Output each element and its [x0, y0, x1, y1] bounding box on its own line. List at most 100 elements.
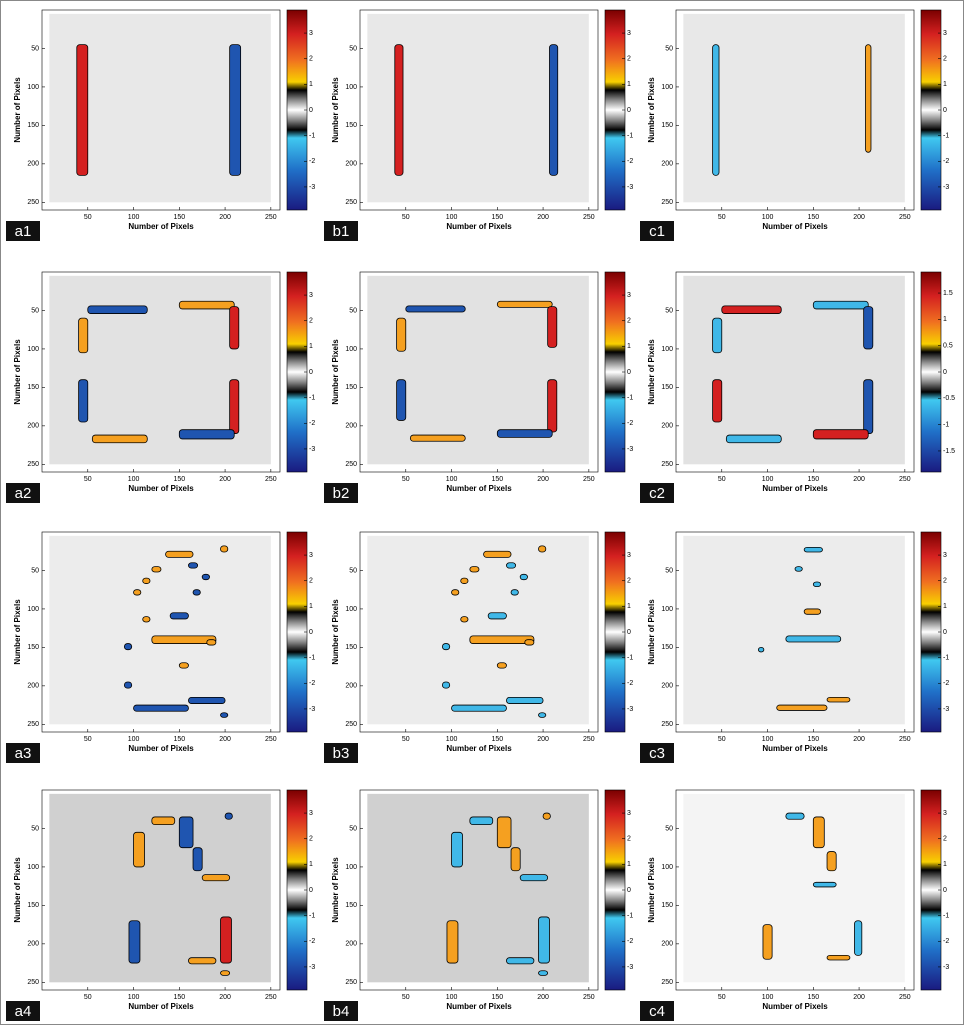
- feature: [785, 812, 805, 820]
- x-tick-label: 50: [402, 476, 410, 483]
- colorbar-tick-label: 1: [309, 343, 313, 350]
- feature: [229, 44, 242, 176]
- x-tick-label: 200: [537, 736, 549, 743]
- colorbar-tick-label: 1: [627, 861, 631, 868]
- x-tick-label: 50: [84, 994, 92, 1001]
- y-tick-label: 200: [27, 683, 39, 690]
- y-tick-label: 100: [661, 864, 673, 871]
- feature: [712, 44, 720, 176]
- x-tick-label: 150: [173, 476, 185, 483]
- x-tick-label: 100: [128, 476, 140, 483]
- x-tick-label: 100: [762, 214, 774, 221]
- y-axis-label: Number of Pixels: [647, 339, 656, 405]
- y-tick-label: 50: [349, 45, 357, 52]
- feature: [188, 696, 226, 704]
- colorbar-tick-label: 3: [309, 810, 313, 817]
- colorbar-tick-label: -3: [943, 184, 949, 191]
- feature: [776, 704, 828, 711]
- x-tick-label: 250: [899, 214, 911, 221]
- x-tick-label: 50: [718, 476, 726, 483]
- x-axis-label: Number of Pixels: [446, 1002, 512, 1011]
- x-tick-label: 100: [128, 736, 140, 743]
- colorbar-tick-label: -1: [309, 912, 315, 919]
- colorbar-tick-label: 1: [627, 603, 631, 610]
- panel-label: c3: [649, 745, 665, 762]
- feature: [87, 305, 148, 314]
- y-tick-label: 100: [27, 346, 39, 353]
- y-tick-label: 100: [661, 346, 673, 353]
- x-tick-label: 150: [807, 214, 819, 221]
- image-background: [367, 275, 589, 465]
- feature: [483, 550, 512, 558]
- image-background: [49, 275, 271, 465]
- feature: [762, 924, 773, 960]
- colorbar-tick-label: -1: [309, 654, 315, 661]
- x-tick-label: 100: [762, 476, 774, 483]
- colorbar-tick-label: 2: [309, 56, 313, 63]
- image-background: [683, 535, 905, 725]
- x-axis-label: Number of Pixels: [446, 484, 512, 493]
- x-tick-label: 150: [807, 736, 819, 743]
- x-axis-label: Number of Pixels: [762, 1002, 828, 1011]
- panel-label-box: [640, 483, 674, 503]
- feature: [496, 300, 553, 308]
- colorbar-tick-label: 3: [943, 810, 947, 817]
- x-tick-label: 200: [853, 214, 865, 221]
- colorbar-tick-label: -2: [309, 680, 315, 687]
- feature: [224, 812, 233, 820]
- colorbar-tick-label: 3: [943, 30, 947, 37]
- colorbar-tick-label: 0: [309, 887, 313, 894]
- colorbar-tick-label: 3: [309, 30, 313, 37]
- feature: [854, 920, 863, 956]
- x-tick-label: 250: [899, 994, 911, 1001]
- x-tick-label: 200: [219, 736, 231, 743]
- y-axis-label: Number of Pixels: [13, 857, 22, 923]
- x-axis-label: Number of Pixels: [128, 222, 194, 231]
- y-axis-label: Number of Pixels: [13, 339, 22, 405]
- panel-label: b4: [333, 1003, 350, 1020]
- x-tick-label: 50: [402, 214, 410, 221]
- feature: [757, 646, 765, 653]
- x-tick-label: 200: [853, 736, 865, 743]
- y-tick-label: 200: [345, 161, 357, 168]
- x-tick-label: 250: [583, 736, 595, 743]
- y-tick-label: 200: [27, 941, 39, 948]
- x-axis-label: Number of Pixels: [128, 744, 194, 753]
- y-tick-label: 250: [345, 979, 357, 986]
- y-tick-label: 50: [665, 45, 673, 52]
- x-tick-label: 150: [173, 214, 185, 221]
- colorbar-tick-label: -2: [309, 420, 315, 427]
- y-tick-label: 250: [661, 979, 673, 986]
- feature: [201, 573, 210, 581]
- feature: [220, 545, 229, 553]
- colorbar-tick-label: 2: [309, 836, 313, 843]
- x-axis-label: Number of Pixels: [762, 222, 828, 231]
- feature: [812, 300, 869, 310]
- colorbar-tick-label: 2: [627, 578, 631, 585]
- feature: [812, 429, 869, 440]
- y-tick-label: 150: [661, 122, 673, 129]
- colorbar-tick-label: 1: [309, 603, 313, 610]
- feature: [206, 639, 217, 646]
- feature: [123, 643, 133, 651]
- y-tick-label: 100: [27, 606, 39, 613]
- y-tick-label: 150: [661, 902, 673, 909]
- feature: [133, 589, 142, 596]
- feature: [721, 305, 782, 314]
- panel-label-box: [6, 483, 40, 503]
- feature: [538, 712, 547, 718]
- panel-label: c4: [649, 1003, 665, 1020]
- x-tick-label: 250: [899, 736, 911, 743]
- colorbar-tick-label: 0: [943, 107, 947, 114]
- colorbar-tick-label: 3: [627, 810, 631, 817]
- x-tick-label: 50: [718, 994, 726, 1001]
- colorbar-tick-label: -3: [627, 446, 633, 453]
- x-axis-label: Number of Pixels: [446, 222, 512, 231]
- colorbar-tick-label: 2: [627, 836, 631, 843]
- colorbar-tick-label: 0.5: [943, 343, 953, 350]
- feature: [394, 44, 404, 176]
- colorbar-tick-label: -3: [627, 706, 633, 713]
- x-axis-label: Number of Pixels: [762, 744, 828, 753]
- feature: [812, 881, 837, 888]
- panel-label: a1: [15, 223, 32, 240]
